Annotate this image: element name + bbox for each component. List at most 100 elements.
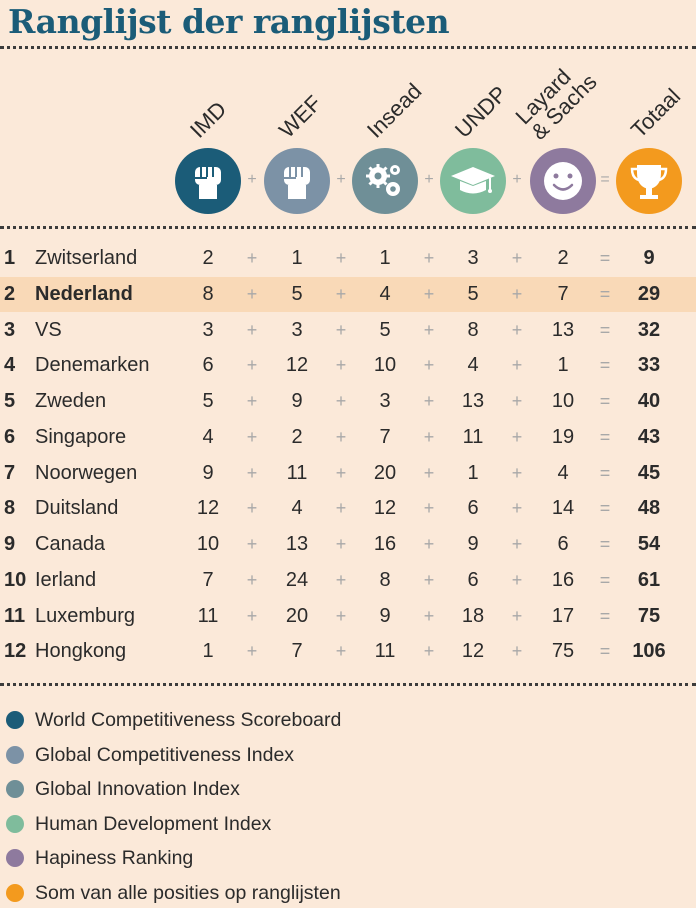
- table-row: 3 VS 3 3 5 8 13 + + + + = 32: [0, 313, 696, 348]
- rank-value: 11: [197, 604, 219, 627]
- rank-value: 4: [379, 282, 391, 305]
- plus-sign: +: [335, 283, 347, 304]
- legend-color-dot: [6, 849, 24, 868]
- country-name: Duitsland: [35, 497, 119, 520]
- plus-sign: +: [246, 391, 258, 411]
- legend-color-dot: [6, 711, 24, 729]
- plus-sign: +: [246, 319, 258, 340]
- equals-sign: =: [599, 283, 611, 304]
- plus-sign: +: [511, 498, 523, 519]
- rank-value: 1: [557, 354, 569, 377]
- plus-sign: +: [247, 171, 257, 188]
- plus-sign: +: [335, 605, 347, 626]
- plus-sign: +: [335, 391, 347, 411]
- rank-value: 4: [557, 461, 569, 484]
- rank-value: 4: [202, 425, 214, 448]
- plus-sign: +: [335, 355, 347, 376]
- rank-value: 6: [467, 568, 479, 591]
- column-header-line: Totaal: [626, 83, 686, 143]
- total-value: 75: [637, 604, 661, 627]
- rank-value: 10: [551, 390, 575, 412]
- equals-sign: =: [599, 534, 611, 554]
- rank-number: 3: [4, 318, 16, 341]
- total-value: 48: [637, 497, 661, 520]
- divider-top: [0, 46, 696, 49]
- rank-value: 13: [285, 533, 309, 555]
- rank-value: 5: [202, 390, 214, 412]
- rank-value: 17: [551, 604, 575, 627]
- plus-sign: +: [335, 641, 347, 662]
- column-header-line: Insead: [362, 78, 427, 143]
- column-header-undp: UNDP: [450, 81, 512, 143]
- table-row: 9 Canada 10 13 16 9 6 + + + + = 54: [0, 527, 696, 562]
- fist-icon: [264, 148, 330, 214]
- country-name: VS: [35, 318, 62, 341]
- fist-icon: [175, 148, 241, 214]
- rank-value: 4: [467, 354, 479, 377]
- rank-number: 6: [4, 425, 16, 448]
- plus-sign: +: [423, 426, 435, 447]
- plus-sign: +: [511, 391, 523, 411]
- gears-icon: [352, 148, 418, 214]
- plus-sign: +: [423, 605, 435, 626]
- plus-sign: +: [423, 569, 435, 590]
- equals-sign: =: [599, 498, 611, 519]
- rank-value: 11: [286, 461, 308, 484]
- plus-sign: +: [511, 462, 523, 483]
- plus-sign: +: [511, 248, 523, 268]
- table-row: 6 Singapore 4 2 7 11 19 + + + + = 43: [0, 420, 696, 455]
- plus-sign: +: [335, 498, 347, 519]
- total-value: 61: [637, 568, 661, 591]
- rank-value: 19: [551, 425, 575, 448]
- rank-value: 8: [202, 282, 214, 305]
- rank-value: 12: [373, 497, 397, 520]
- plus-sign: +: [246, 462, 258, 483]
- plus-sign: +: [423, 534, 435, 554]
- rank-value: 16: [551, 568, 575, 591]
- rank-value: 12: [285, 354, 309, 377]
- table-row: 2 Nederland 8 5 4 5 7 + + + + = 29: [0, 276, 696, 312]
- rank-value: 9: [291, 390, 303, 412]
- equals-sign: =: [599, 641, 611, 662]
- rank-number: 7: [4, 461, 16, 484]
- rank-number: 1: [4, 247, 16, 269]
- equals-sign: =: [599, 462, 611, 483]
- plus-sign: +: [246, 641, 258, 662]
- rank-value: 20: [285, 604, 309, 627]
- plus-sign: +: [511, 283, 523, 304]
- rank-number: 9: [4, 533, 16, 555]
- equals-sign: =: [599, 569, 611, 590]
- total-value: 54: [637, 533, 661, 555]
- plus-sign: +: [423, 498, 435, 519]
- page-title: Ranglijst der ranglijsten: [8, 2, 450, 41]
- equals-sign: =: [599, 605, 611, 626]
- equals-sign: =: [599, 426, 611, 447]
- plus-sign: +: [246, 605, 258, 626]
- table-row: 10 Ierland 7 24 8 6 16 + + + + = 61: [0, 563, 696, 598]
- rank-value: 11: [374, 640, 396, 663]
- rank-value: 14: [551, 497, 575, 520]
- rank-value: 1: [202, 640, 214, 663]
- plus-sign: +: [335, 319, 347, 340]
- plus-sign: +: [335, 534, 347, 554]
- rank-value: 3: [467, 247, 479, 269]
- rank-number: 8: [4, 497, 16, 520]
- plus-sign: +: [511, 605, 523, 626]
- legend-color-dot: [6, 780, 24, 799]
- rank-value: 20: [373, 461, 397, 484]
- country-name: Zwitserland: [35, 247, 138, 269]
- rank-value: 3: [291, 318, 303, 341]
- graduation-cap-icon: [440, 148, 506, 214]
- plus-sign: +: [335, 569, 347, 590]
- divider-header: [0, 226, 696, 229]
- plus-sign: +: [335, 426, 347, 447]
- total-value: 32: [637, 318, 661, 341]
- smiley-icon: [530, 148, 596, 214]
- table-row: 5 Zweden 5 9 3 13 10 + + + + = 40: [0, 384, 696, 419]
- column-header-line: IMD: [185, 96, 232, 143]
- plus-sign: +: [246, 534, 258, 554]
- rank-value: 75: [551, 640, 575, 663]
- country-name: Denemarken: [35, 354, 150, 377]
- country-name: Ierland: [35, 568, 97, 591]
- rank-value: 12: [196, 497, 220, 520]
